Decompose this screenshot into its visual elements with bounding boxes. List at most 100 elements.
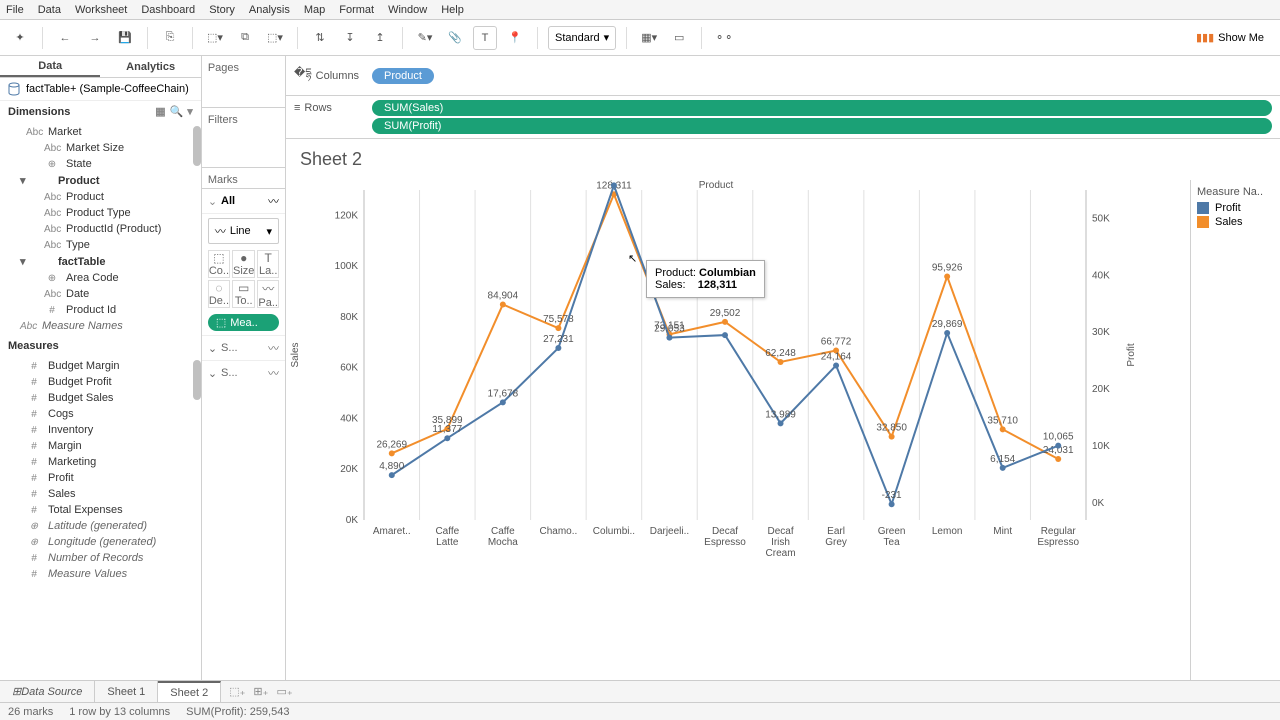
marks-s2[interactable]: ⌄S...〰 [202,360,285,385]
dim-market[interactable]: AbcMarket [0,124,201,140]
dim-date[interactable]: AbcDate [0,286,201,302]
mea-sales[interactable]: #Sales [0,486,201,502]
mea-inventory[interactable]: #Inventory [0,422,201,438]
new-story-icon[interactable]: ▭₊ [276,685,292,698]
tab-sheet-1[interactable]: Sheet 1 [95,681,158,702]
svg-text:11,377: 11,377 [432,424,462,435]
dup-icon[interactable]: ⧉ [233,26,257,50]
mark-Co[interactable]: ⬚Co.. [208,250,230,278]
mea-marketing[interactable]: #Marketing [0,454,201,470]
mea-longitude-generated-[interactable]: ⊕Longitude (generated) [0,534,201,550]
mark-Pa[interactable]: 〰Pa.. [257,280,279,308]
search-icon[interactable]: 🔍 [170,105,184,118]
tab-data[interactable]: Data [0,56,100,77]
pill-sum-profit[interactable]: SUM(Profit) [372,118,1272,134]
mea-budget-margin[interactable]: #Budget Margin [0,358,201,374]
back-icon[interactable]: ← [53,26,77,50]
mea-measure-values[interactable]: #Measure Values [0,566,201,582]
dim-measure-names[interactable]: AbcMeasure Names [0,318,201,334]
tab-datasource[interactable]: ⊞ Data Source [0,681,95,702]
mea-number-of-records[interactable]: #Number of Records [0,550,201,566]
dim-product[interactable]: AbcProduct [0,189,201,205]
dim-product[interactable]: ▾Product [0,172,201,189]
rows-label: Rows [304,102,332,114]
mea-budget-sales[interactable]: #Budget Sales [0,390,201,406]
dim-state[interactable]: ⊕State [0,156,201,172]
scrollbar-thumb[interactable] [193,126,201,166]
new-sheet-icon[interactable]: ⬚₊ [229,685,245,698]
svg-text:4,890: 4,890 [379,461,404,472]
filters-shelf[interactable]: Filters [202,108,285,168]
svg-text:29,502: 29,502 [710,308,741,319]
dimensions-header: Dimensions ▦🔍▾ [0,101,201,122]
mark-La[interactable]: TLa.. [257,250,279,278]
columns-shelf[interactable]: �དྷColumns Product [286,56,1280,96]
highlight-icon[interactable]: ✎▾ [413,26,437,50]
menu-data[interactable]: Data [38,4,61,16]
mark-De[interactable]: ◌De.. [208,280,230,308]
new-ws-icon[interactable]: ⬚▾ [203,26,227,50]
marks-s1[interactable]: ⌄S...〰 [202,335,285,360]
menu-story[interactable]: Story [209,4,235,16]
new-dash-icon[interactable]: ⊞₊ [253,685,268,698]
pin-icon[interactable]: 📍 [503,26,527,50]
menu-file[interactable]: File [6,4,24,16]
marktype-dropdown[interactable]: 〰Line▾ [208,218,279,244]
scrollbar-thumb[interactable] [193,360,201,400]
mea-margin[interactable]: #Margin [0,438,201,454]
sort-asc-icon[interactable]: ↧ [338,26,362,50]
swap-icon[interactable]: ⇅ [308,26,332,50]
mea-latitude-generated-[interactable]: ⊕Latitude (generated) [0,518,201,534]
rows-shelf[interactable]: ≡Rows SUM(Sales) SUM(Profit) [286,96,1280,139]
menu-window[interactable]: Window [388,4,427,16]
present-icon[interactable]: ▭ [667,26,691,50]
tab-analytics[interactable]: Analytics [100,56,200,77]
dim-market-size[interactable]: AbcMarket Size [0,140,201,156]
dim-product-type[interactable]: AbcProduct Type [0,205,201,221]
mea-cogs[interactable]: #Cogs [0,406,201,422]
pill-sum-sales[interactable]: SUM(Sales) [372,100,1272,116]
fit-dropdown[interactable]: Standard▾ [548,26,616,50]
pages-shelf[interactable]: Pages [202,56,285,108]
menu-map[interactable]: Map [304,4,325,16]
new-ds-icon[interactable]: ⎘ [158,26,182,50]
chart[interactable]: Product0K20K40K60K80K100K120K0K10K20K30K… [286,180,1190,680]
sort-desc-icon[interactable]: ↥ [368,26,392,50]
menu-format[interactable]: Format [339,4,374,16]
save-icon[interactable]: 💾 [113,26,137,50]
dim-type[interactable]: AbcType [0,237,201,253]
mea-total-expenses[interactable]: #Total Expenses [0,502,201,518]
tab-sheet-2[interactable]: Sheet 2 [158,681,221,702]
svg-text:Mint: Mint [993,526,1012,537]
bottom-tabs: ⊞ Data Source Sheet 1Sheet 2 ⬚₊ ⊞₊ ▭₊ [0,680,1280,702]
menu-dashboard[interactable]: Dashboard [141,4,195,16]
group-icon[interactable]: 📎 [443,26,467,50]
svg-text:55,804: 55,804 [599,180,630,182]
showme-button[interactable]: ▮▮▮Show Me [1188,26,1272,50]
measure-pill[interactable]: ⬚Mea.. [208,314,279,331]
menu-help[interactable]: Help [441,4,464,16]
fwd-icon[interactable]: → [83,26,107,50]
view-icon[interactable]: ▦ [155,105,165,118]
mark-Size[interactable]: ●Size [232,250,255,278]
dim-productid-product-[interactable]: AbcProductId (Product) [0,221,201,237]
share-icon[interactable]: ⚬⚬ [712,26,736,50]
cards-icon[interactable]: ▦▾ [637,26,661,50]
mea-profit[interactable]: #Profit [0,470,201,486]
clear-icon[interactable]: ⬚▾ [263,26,287,50]
legend-profit[interactable]: Profit [1197,202,1274,214]
menu-analysis[interactable]: Analysis [249,4,290,16]
menu-worksheet[interactable]: Worksheet [75,4,127,16]
measures-tree: #Budget Margin#Budget Profit#Budget Sale… [0,356,201,680]
dim-area-code[interactable]: ⊕Area Code [0,270,201,286]
dim-product-id[interactable]: #Product Id [0,302,201,318]
marks-all[interactable]: ⌄All〰 [202,189,285,214]
label-icon[interactable]: T [473,26,497,50]
pill-product[interactable]: Product [372,68,434,84]
mea-budget-profit[interactable]: #Budget Profit [0,374,201,390]
datasource-row[interactable]: factTable+ (Sample-CoffeeChain) [0,78,201,101]
mark-To[interactable]: ▭To.. [232,280,255,308]
logo-icon[interactable]: ✦ [8,26,32,50]
legend-sales[interactable]: Sales [1197,216,1274,228]
dim-facttable[interactable]: ▾factTable [0,253,201,270]
